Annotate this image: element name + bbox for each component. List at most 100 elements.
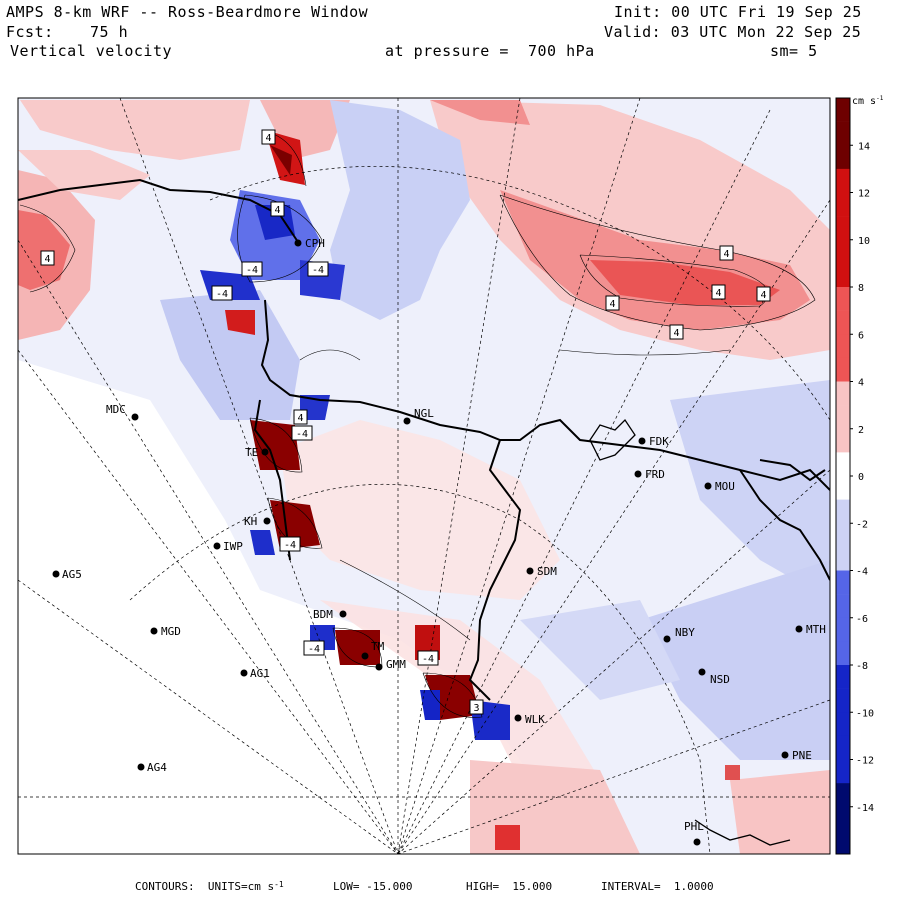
colorbar-swatch bbox=[836, 735, 850, 760]
colorbar-swatch bbox=[836, 239, 850, 264]
lat-lon-grid bbox=[18, 98, 830, 854]
station-marker: AG4 bbox=[137, 761, 167, 774]
contour-label: -4 bbox=[211, 285, 233, 301]
svg-text:NSD: NSD bbox=[710, 673, 730, 686]
svg-text:PNE: PNE bbox=[792, 749, 812, 762]
station-marker: TE bbox=[245, 446, 269, 459]
svg-text:PHL: PHL bbox=[684, 820, 704, 833]
contour-label: -4 bbox=[307, 261, 329, 277]
colorbar-swatch bbox=[836, 665, 850, 689]
colorbar-tick-label: -4 bbox=[856, 567, 868, 578]
station-marker: KH bbox=[244, 515, 271, 528]
svg-text:-4: -4 bbox=[312, 265, 324, 276]
ice-shelf bbox=[18, 360, 560, 854]
valid-time: Valid: 03 UTC Mon 22 Sep 25 bbox=[604, 23, 862, 41]
station-marker: MGD bbox=[150, 625, 181, 638]
field-name: Vertical velocity bbox=[10, 42, 173, 60]
forecast-label: Fcst: bbox=[6, 23, 54, 41]
station-marker: GMM bbox=[375, 658, 406, 671]
colorbar-tick-label: -12 bbox=[856, 756, 874, 767]
contour-label: -4 bbox=[303, 640, 325, 656]
svg-text:4: 4 bbox=[723, 249, 729, 260]
map-title: AMPS 8-km WRF -- Ross-Beardmore Window bbox=[6, 3, 369, 21]
contour-label: -4 bbox=[417, 650, 439, 666]
smoothing: sm= 5 bbox=[770, 42, 818, 60]
colorbar-swatch bbox=[836, 216, 850, 241]
contour-lines bbox=[19, 131, 816, 718]
station-marker: PNE bbox=[781, 749, 812, 762]
colorbar-swatch bbox=[836, 594, 850, 619]
station-marker: AG5 bbox=[52, 568, 82, 581]
contour-label: 4 bbox=[261, 129, 276, 145]
colorbar-swatch bbox=[836, 263, 850, 288]
colorbar-tick-label: -14 bbox=[856, 803, 874, 814]
colorbar-tick-label: -10 bbox=[856, 708, 874, 719]
station-marker: AG1 bbox=[240, 667, 270, 680]
svg-text:-4: -4 bbox=[422, 654, 434, 665]
svg-text:MTH: MTH bbox=[806, 623, 826, 636]
colorbar-swatch bbox=[836, 168, 850, 193]
station-marker: MOU bbox=[704, 480, 735, 493]
colorbar-swatch bbox=[836, 617, 850, 642]
colorbar-swatch bbox=[836, 381, 850, 406]
contour-label: 4 bbox=[669, 324, 684, 340]
colorbar-swatch bbox=[836, 476, 850, 500]
colorbar-tick-label: -2 bbox=[856, 519, 868, 530]
svg-text:MOU: MOU bbox=[715, 480, 735, 493]
svg-text:SDM: SDM bbox=[537, 565, 557, 578]
colorbar-swatch bbox=[836, 310, 850, 335]
station-marker: FDK bbox=[638, 435, 669, 448]
footer-low: LOW= -15.000 bbox=[333, 880, 413, 893]
contour-label: -4 bbox=[279, 536, 301, 552]
colorbar-tick-label: 14 bbox=[858, 141, 870, 152]
svg-text:KH: KH bbox=[244, 515, 257, 528]
svg-text:-4: -4 bbox=[246, 265, 258, 276]
station-marker: MDC bbox=[106, 403, 139, 421]
init-time: Init: 00 UTC Fri 19 Sep 25 bbox=[614, 3, 862, 21]
svg-text:4: 4 bbox=[297, 413, 303, 424]
station-marker: CPH bbox=[294, 237, 325, 250]
svg-text:NGL: NGL bbox=[414, 407, 434, 420]
svg-text:-4: -4 bbox=[284, 540, 296, 551]
station-marker: NGL bbox=[403, 407, 434, 425]
colorbar-tick-label: 8 bbox=[858, 283, 864, 294]
svg-text:4: 4 bbox=[760, 290, 766, 301]
svg-text:WLK: WLK bbox=[525, 713, 545, 726]
colorbar-tick-label: -6 bbox=[856, 614, 868, 625]
station-marker: WLK bbox=[514, 713, 545, 726]
colorbar-swatch bbox=[836, 428, 850, 453]
svg-text:-4: -4 bbox=[308, 644, 320, 655]
contour-label: 4 bbox=[711, 284, 726, 300]
colorbar-swatch bbox=[836, 357, 850, 382]
svg-text:CPH: CPH bbox=[305, 237, 325, 250]
colorbar-tick-label: 12 bbox=[858, 189, 870, 200]
svg-text:4: 4 bbox=[609, 299, 615, 310]
svg-text:TM: TM bbox=[371, 640, 385, 653]
map-frame bbox=[17, 97, 831, 855]
colorbar-swatch bbox=[836, 287, 850, 311]
colorbar-swatch bbox=[836, 688, 850, 713]
forecast-hour: 75 h bbox=[90, 23, 129, 41]
svg-text:NBY: NBY bbox=[675, 626, 695, 639]
svg-text:MGD: MGD bbox=[161, 625, 181, 638]
contour-label: 3 bbox=[469, 699, 484, 715]
station-marker: SDM bbox=[526, 565, 557, 578]
colorbar-tick-label: 4 bbox=[858, 378, 864, 389]
svg-text:AG4: AG4 bbox=[147, 761, 167, 774]
colorbar-swatch bbox=[836, 546, 850, 571]
svg-text:GMM: GMM bbox=[386, 658, 406, 671]
contour-label: 4 bbox=[270, 201, 285, 217]
colorbar-swatch bbox=[836, 523, 850, 548]
colorbar-tick-label: 0 bbox=[858, 472, 864, 483]
colorbar-swatch bbox=[836, 806, 850, 831]
colorbar-swatch bbox=[836, 334, 850, 359]
colorbar-tick-label: -8 bbox=[856, 661, 868, 672]
contour-label: 4 bbox=[756, 286, 771, 302]
station-marker: TM bbox=[361, 640, 385, 660]
colorbar-swatch bbox=[836, 570, 850, 595]
colorbar-tick-label: 2 bbox=[858, 425, 864, 436]
svg-text:FDK: FDK bbox=[649, 435, 669, 448]
vertical-velocity-map: 4 4 4 4 4 4 4 4 -4 -4 -4 -4 -4 -4 -4 3 4… bbox=[17, 95, 884, 855]
colorbar-tick-label: 10 bbox=[858, 236, 870, 247]
footer-interval: INTERVAL= 1.0000 bbox=[601, 880, 714, 893]
